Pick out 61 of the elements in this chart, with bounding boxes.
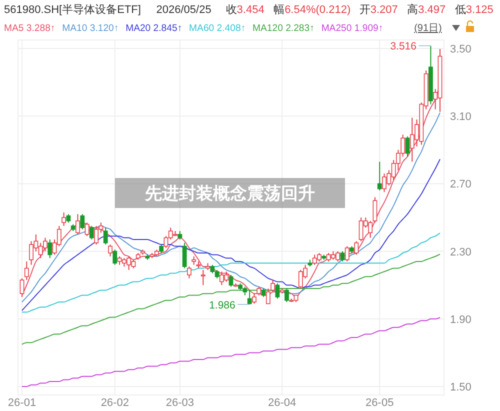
candlestick — [405, 136, 410, 158]
text: 幅6.54%(0.212) — [274, 4, 351, 16]
candlestick — [108, 244, 112, 257]
text: MA20 2.845↑ — [126, 23, 182, 34]
x-tick-label: 26-04 — [268, 397, 296, 409]
candlestick — [247, 290, 252, 305]
text: MA10 3.120↑ — [62, 23, 119, 34]
y-tick-label: 3.10 — [450, 111, 472, 124]
text: (91日) — [414, 23, 442, 34]
text: MA60 2.408↑ — [189, 23, 246, 34]
y-tick-label: 1.90 — [450, 314, 472, 326]
candlestick — [372, 196, 378, 224]
candlestick — [284, 288, 289, 303]
x-tick-label: 26-05 — [366, 397, 394, 409]
candlestick — [275, 282, 280, 300]
candlestick — [94, 225, 99, 246]
text: 低3.125 — [454, 4, 494, 16]
candlestick — [252, 293, 256, 304]
line-series — [22, 254, 440, 345]
x-tick-label: 26-03 — [166, 397, 194, 409]
annotation: 3.516 — [390, 40, 417, 53]
x-tick-label: 26-02 — [100, 397, 129, 409]
candlestick — [228, 274, 234, 288]
text: 高3.497 — [407, 3, 446, 16]
candlestick — [354, 240, 359, 256]
candlestick — [48, 238, 52, 259]
candlestick — [76, 214, 80, 235]
text: MA5 3.288↑ — [4, 23, 56, 34]
text: MA250 1.909↑ — [321, 23, 384, 34]
candlestick — [62, 212, 66, 226]
candlestick — [112, 249, 118, 266]
y-tick-label: 1.50 — [450, 382, 472, 394]
line-series — [22, 112, 440, 303]
candlestick — [20, 278, 24, 298]
candlestick — [24, 260, 29, 281]
candlestick — [187, 266, 192, 279]
y-tick-label: 2.30 — [450, 246, 472, 258]
candlestick — [270, 280, 275, 292]
candlestick — [182, 242, 187, 269]
text: 先进封装概念震荡回升 — [144, 184, 315, 203]
text: 2026/05/25 — [156, 4, 212, 16]
candlestick — [103, 227, 108, 246]
line-series — [22, 316, 440, 388]
chart-subtitle: 561980.SH[半导体设备ETF] — [4, 3, 141, 16]
annotation: 1.986 — [209, 299, 236, 312]
candlestick — [200, 269, 206, 286]
line-series — [22, 232, 440, 313]
candlestick — [377, 161, 382, 191]
candlestick — [80, 214, 85, 230]
line-series — [22, 158, 440, 311]
text: MA120 2.283↑ — [252, 23, 314, 34]
y-tick-label: 3.50 — [450, 43, 472, 56]
candlestick — [84, 222, 90, 237]
x-tick-label: 26-01 — [8, 397, 36, 409]
candlestick — [344, 246, 350, 262]
text: 开3.207 — [359, 4, 398, 16]
text: 收3.454 — [226, 4, 264, 16]
candlestick — [340, 250, 345, 262]
y-tick-label: 2.70 — [450, 178, 472, 191]
candlestick — [266, 288, 270, 304]
candlestick — [89, 225, 94, 240]
